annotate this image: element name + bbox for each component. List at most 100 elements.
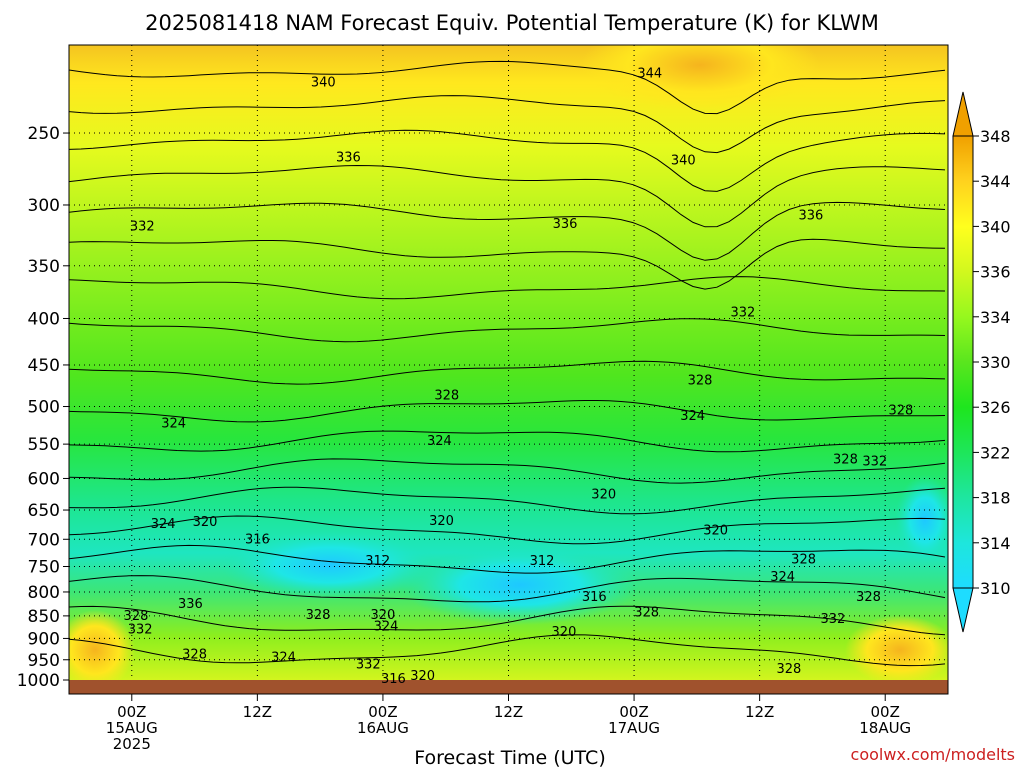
isentrope-line	[69, 164, 946, 228]
contour-label: 316	[245, 532, 270, 547]
x-tick-label: 2025	[113, 735, 151, 753]
isentrope-line	[69, 575, 946, 603]
contour-label: 340	[671, 153, 696, 168]
y-tick-label: 900	[28, 629, 60, 649]
colorbar-ticks: 348 344 340 336 334 330 326 322 318 314 310	[973, 127, 1011, 598]
contour-lines	[69, 60, 946, 667]
contour-label: 324	[680, 409, 705, 424]
credit-text: coolwx.com/modelts	[851, 745, 1015, 764]
x-tick-label: 00Z	[368, 703, 397, 721]
isentrope-line	[69, 430, 946, 453]
contour-label: 332	[356, 658, 381, 673]
contour-label: 324	[161, 417, 186, 432]
contour-label: 344	[637, 67, 662, 82]
colorbar-tick-label: 326	[980, 398, 1011, 417]
contour-label: 328	[124, 609, 149, 624]
isentrope-line	[69, 276, 946, 300]
contour-label: 328	[888, 403, 913, 418]
y-tick-label: 1000	[17, 671, 60, 691]
y-tick-label: 350	[28, 257, 60, 277]
contour-label: 324	[427, 434, 452, 449]
colorbar-tick-label: 348	[980, 127, 1011, 146]
contour-label: 328	[182, 647, 207, 662]
colorbar-tick-label: 314	[980, 534, 1011, 553]
cold-core-east	[895, 475, 948, 565]
isentrope-line	[69, 238, 946, 290]
x-tick-label: 00Z	[871, 703, 900, 721]
colorbar-body	[952, 135, 974, 589]
plot-area	[69, 45, 948, 680]
x-tick-label: 00Z	[619, 703, 648, 721]
y-tick-label: 850	[28, 607, 60, 627]
isentrope-line	[69, 458, 946, 484]
contour-label: 320	[410, 669, 435, 684]
y-tick-label: 700	[28, 530, 60, 550]
y-tick-label: 750	[28, 557, 60, 577]
contour-label: 316	[582, 590, 607, 605]
isentrope-line	[69, 129, 946, 192]
contour-label: 324	[271, 651, 296, 666]
ground-surface	[69, 680, 948, 694]
colorbar-lower-extension	[952, 587, 974, 633]
contour-label: 336	[336, 151, 361, 166]
contour-label: 328	[777, 662, 802, 677]
y-tick-label: 500	[28, 398, 60, 418]
contour-label: 320	[429, 514, 454, 529]
contour-label: 332	[130, 220, 155, 235]
isentrope-line	[69, 400, 946, 423]
y-tick-label: 450	[28, 356, 60, 376]
x-axis-label: Forecast Time (UTC)	[414, 747, 605, 768]
contour-label: 336	[799, 208, 824, 223]
isentrope-line	[69, 515, 946, 545]
warm-core-top	[580, 45, 820, 110]
contour-label: 316	[381, 672, 406, 687]
x-tick-label: 12Z	[494, 703, 523, 721]
contour-label: 320	[591, 488, 616, 503]
y-tick-label: 800	[28, 583, 60, 603]
contour-labels: 340 344 336 340 332 336 336 332 328 328 324 324 328 3…	[124, 67, 914, 688]
x-tick-label: 18AUG	[859, 719, 911, 737]
chart-title: 2025081418 NAM Forecast Equiv. Potential…	[145, 11, 879, 35]
grid-lines	[69, 45, 948, 680]
y-tick-label: 250	[28, 124, 60, 144]
colorbar-tick-label: 318	[980, 489, 1011, 508]
isentrope-line	[69, 60, 946, 115]
x-tick-label: 00Z	[117, 703, 146, 721]
cold-core-mid	[220, 530, 440, 600]
isentrope-line	[69, 634, 946, 667]
contour-label: 336	[553, 217, 578, 232]
isentrope-line	[69, 544, 946, 574]
colorbar-upper-extension	[952, 91, 974, 137]
contour-label: 336	[178, 597, 203, 612]
contour-label: 332	[820, 612, 845, 627]
colorbar-tick-label: 334	[980, 308, 1011, 327]
contour-label: 332	[862, 455, 887, 470]
contour-label: 332	[730, 306, 755, 321]
contour-label: 312	[365, 554, 390, 569]
warm-core-low-right	[845, 615, 948, 680]
isentrope-line	[69, 486, 946, 515]
y-tick-label: 650	[28, 501, 60, 521]
contour-label: 328	[688, 373, 713, 388]
x-tick-label: 12Z	[243, 703, 272, 721]
cold-core-lower	[400, 545, 640, 625]
contour-label: 328	[306, 608, 331, 623]
warm-core-low-left	[69, 610, 135, 680]
colorbar-tick-label: 330	[980, 353, 1011, 372]
y-tick-label: 550	[28, 435, 60, 455]
x-tick-label: 17AUG	[608, 719, 660, 737]
colorbar: 348 344 340 336 334 330 326 322 318 314 310	[952, 91, 1011, 633]
contour-label: 320	[371, 608, 396, 623]
isentrope-line	[69, 318, 946, 343]
contour-label: 324	[374, 619, 399, 634]
contour-label: 312	[530, 554, 555, 569]
x-tick-label: 16AUG	[357, 719, 409, 737]
contour-label: 324	[151, 517, 176, 532]
contour-label: 340	[311, 76, 336, 91]
y-axis: 2503003504004505005506006507007508008509…	[17, 124, 69, 691]
contour-label: 320	[552, 625, 577, 640]
colorbar-tick-label: 344	[980, 172, 1011, 191]
y-tick-label: 950	[28, 651, 60, 671]
y-tick-label: 600	[28, 469, 60, 489]
